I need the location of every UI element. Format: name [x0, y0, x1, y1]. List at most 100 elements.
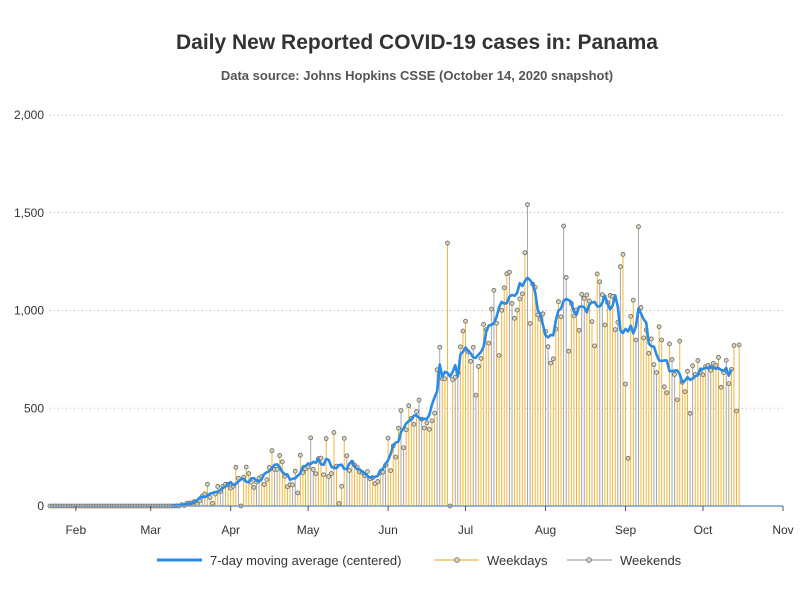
- weekday-point: [277, 453, 283, 458]
- weekday-point: [517, 296, 523, 302]
- weekday-point: [592, 343, 597, 349]
- weekend-point: [527, 321, 533, 326]
- weekday-point: [664, 390, 670, 396]
- y-tick-label: 2,000: [14, 108, 44, 122]
- weekday-point: [674, 397, 680, 403]
- y-gridlines: [50, 114, 783, 409]
- weekend-point: [344, 453, 350, 459]
- weekday-point: [677, 338, 683, 344]
- weekend-point: [525, 202, 530, 207]
- weekday-point: [403, 427, 409, 433]
- weekday-point: [594, 271, 600, 277]
- weekday-point: [486, 340, 492, 346]
- weekday-point: [406, 403, 412, 409]
- weekend-point: [473, 392, 479, 398]
- weekend-point: [290, 482, 296, 488]
- weekday-point: [682, 389, 688, 395]
- weekday-point: [623, 381, 628, 387]
- weekend-point: [651, 362, 657, 368]
- weekday-point: [734, 408, 739, 414]
- weekday-point: [478, 355, 484, 361]
- weekend-point: [292, 468, 298, 474]
- weekend-point: [488, 306, 494, 312]
- y-axis-labels: 0 500 1,000 1,500 2,000: [14, 108, 44, 513]
- weekday-point: [736, 342, 742, 348]
- weekday-point: [264, 477, 270, 483]
- y-tick-label: 1,000: [14, 304, 44, 318]
- weekday-point: [295, 490, 301, 496]
- weekday-point: [641, 335, 647, 341]
- weekend-point: [687, 410, 693, 416]
- weekday-point: [432, 410, 437, 416]
- x-tick-label: May: [297, 523, 320, 537]
- weekday-point: [445, 240, 450, 246]
- weekend-point: [669, 357, 675, 362]
- x-tick-label: Jun: [378, 523, 397, 537]
- weekday-point: [205, 481, 210, 487]
- weekday-point: [210, 500, 216, 506]
- weekend-point: [346, 468, 352, 473]
- x-tick-label: Feb: [65, 523, 86, 537]
- weekend-point: [617, 264, 623, 270]
- weekday-point: [321, 472, 326, 478]
- x-tick-label: Sep: [615, 523, 637, 537]
- legend-label-moving-average: 7-day moving average (centered): [210, 553, 402, 568]
- weekday-point: [476, 364, 481, 369]
- chart-subtitle: Data source: Johns Hopkins CSSE (October…: [220, 68, 614, 83]
- weekday-point: [468, 358, 474, 364]
- moving-average-series: [171, 276, 733, 508]
- weekday-point: [313, 471, 319, 477]
- weekday-point: [427, 426, 432, 432]
- weekday-point: [731, 343, 737, 348]
- weekend-point: [672, 372, 677, 377]
- weekday-point: [700, 372, 706, 378]
- weekday-point: [375, 479, 381, 484]
- weekday-point: [336, 501, 342, 506]
- weekday-point: [512, 315, 517, 321]
- weekday-point: [589, 319, 595, 325]
- weekday-point: [713, 362, 719, 368]
- x-tick-label: Aug: [535, 523, 556, 537]
- weekday-point: [522, 250, 528, 256]
- weekday-point: [331, 430, 337, 435]
- weekday-point: [602, 322, 608, 328]
- weekday-point: [424, 420, 430, 426]
- weekend-point: [561, 223, 567, 229]
- weekday-point: [463, 318, 468, 324]
- weekday-point: [584, 292, 590, 298]
- weekend-point: [633, 337, 639, 343]
- chart-title: Daily New Reported COVID-19 cases in: Pa…: [175, 31, 658, 54]
- weekday-point: [481, 321, 487, 327]
- weekday-point: [460, 328, 466, 334]
- weekday-point: [550, 356, 556, 362]
- y-tick-label: 1,500: [14, 206, 44, 220]
- weekday-point: [501, 285, 507, 291]
- x-tick-label: Mar: [140, 523, 161, 537]
- weekday-point: [215, 484, 221, 489]
- weekday-point: [499, 307, 505, 313]
- legend-label-weekends: Weekends: [620, 553, 682, 568]
- weekday-point: [556, 299, 561, 305]
- weekday-point: [388, 468, 394, 474]
- weekday-point: [659, 337, 665, 343]
- weekday-point: [628, 313, 634, 319]
- weekend-point: [545, 344, 551, 350]
- weekend-point: [690, 363, 696, 369]
- weekday-point: [625, 455, 631, 461]
- x-tick-label: Oct: [694, 523, 713, 537]
- weekday-point: [514, 307, 520, 313]
- weekday-point: [421, 425, 427, 431]
- weekend-point: [708, 367, 714, 373]
- weekend-point: [470, 344, 476, 350]
- weekday-point: [279, 459, 285, 465]
- weekday-point: [548, 360, 554, 366]
- weekday-point: [620, 251, 626, 257]
- weekday-point: [261, 482, 267, 487]
- weekday-point: [393, 454, 399, 460]
- weekday-point: [667, 341, 672, 347]
- weekday-point: [385, 435, 391, 441]
- weekday-point: [695, 358, 701, 363]
- weekday-point: [656, 324, 662, 330]
- weekend-point: [274, 466, 280, 472]
